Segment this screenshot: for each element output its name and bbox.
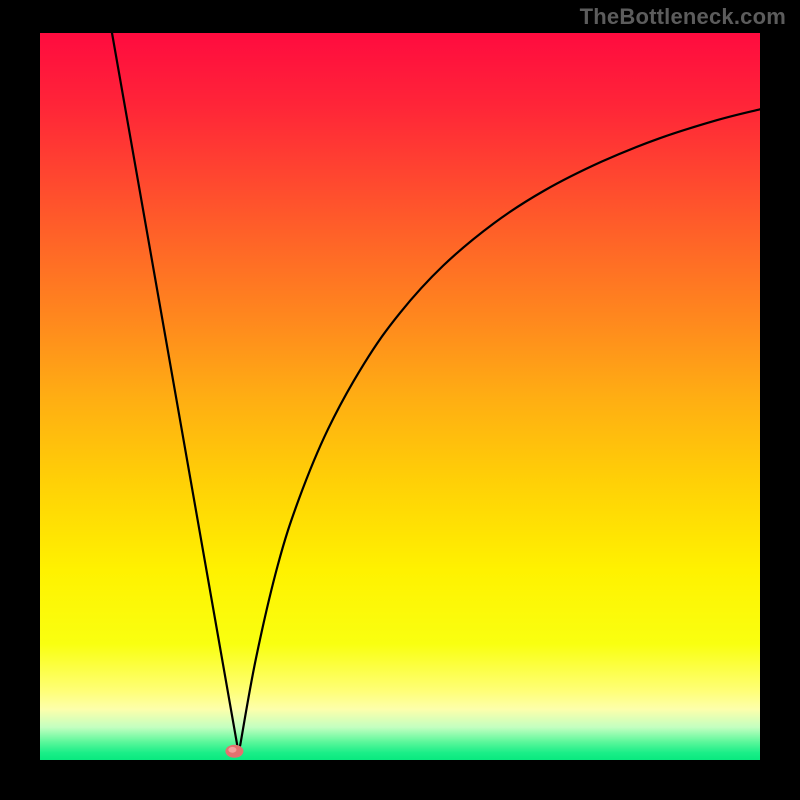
- watermark-text: TheBottleneck.com: [580, 4, 786, 30]
- vertex-marker: [225, 745, 243, 758]
- bottleneck-curve-chart: [0, 0, 800, 800]
- chart-container: { "meta": { "watermark": "TheBottleneck.…: [0, 0, 800, 800]
